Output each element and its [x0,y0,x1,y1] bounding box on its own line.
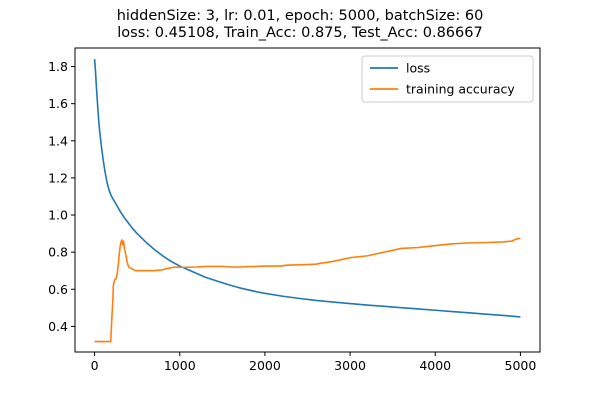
y-tick-label: 1.8 [48,59,68,74]
x-tick-label: 4000 [419,358,451,373]
x-tick-label: 0 [91,358,99,373]
y-tick-label: 1.2 [48,170,68,185]
chart-title: hiddenSize: 3, lr: 0.01, epoch: 5000, ba… [116,8,484,24]
legend-label: training accuracy [406,82,515,97]
y-tick-label: 0.6 [48,282,68,297]
y-tick-label: 0.8 [48,245,68,260]
x-tick-label: 1000 [164,358,196,373]
series-line-training-accuracy [94,237,521,343]
x-tick-label: 5000 [505,358,537,373]
legend-box [361,55,534,103]
x-tick-label: 3000 [334,358,366,373]
x-tick-label: 2000 [249,358,281,373]
plot-frame [74,47,541,353]
y-tick-label: 1.6 [48,96,68,111]
legend-label: loss [406,61,430,76]
y-tick-label: 1.0 [48,208,68,223]
y-tick-label: 1.4 [48,133,68,148]
chart-subtitle: loss: 0.45108, Train_Acc: 0.875, Test_Ac… [117,25,483,41]
y-tick-label: 0.4 [48,319,68,334]
